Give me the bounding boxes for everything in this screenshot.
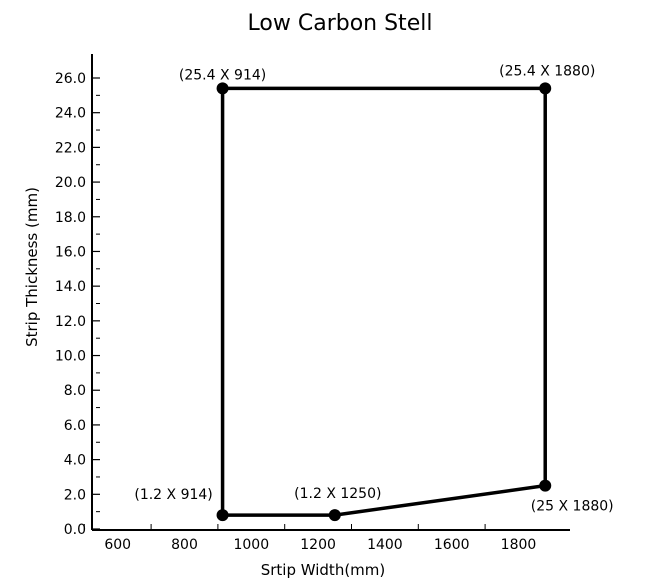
y-tick-label: 4.0 [64,453,86,469]
data-point [216,509,229,522]
data-point [539,82,552,95]
x-tick-label: 1400 [367,537,403,553]
y-tick-label: 20.0 [55,175,86,191]
y-tick-label: 26.0 [55,71,86,87]
y-tick-label: 2.0 [64,487,86,503]
x-tick-label: 1600 [434,537,470,553]
data-point-label: (25 X 1880) [531,499,614,515]
y-axis-label: Strip Thickness (mm) [23,187,41,347]
data-point [216,82,229,95]
x-axis-label: Srtip Width(mm) [261,561,386,578]
y-tick-label: 10.0 [55,349,86,365]
x-tick-label: 1800 [501,537,537,553]
y-tick-label: 12.0 [55,314,86,330]
x-tick-label: 800 [171,537,198,553]
data-point-label: (1.2 X 914) [134,487,212,503]
data-point-label: (1.2 X 1250) [294,486,381,502]
data-point [328,509,341,522]
series-group [216,82,552,522]
series-outline [220,86,547,517]
x-tick-label: 1200 [300,537,336,553]
chart-title: Low Carbon Stell [248,11,433,36]
x-tick-label: 600 [104,537,131,553]
tick-group: 0.0 2.0 4.0 6.0 8.0 10.0 12.0 14.0 16.0 18.0 20.0 2… [55,71,536,553]
y-tick-label: 18.0 [55,210,86,226]
y-tick-label: 14.0 [55,279,86,295]
y-tick-label: 16.0 [55,244,86,260]
y-tick-label: 22.0 [55,140,86,156]
x-tick-label: 1000 [233,537,269,553]
y-tick-label: 24.0 [55,106,86,122]
y-tick-label: 8.0 [64,383,86,399]
data-point-label: (25.4 X 1880) [499,63,595,79]
point-label-group: (25.4 X 914) (25.4 X 1880) (25 X 1880) (1.2… [134,63,613,514]
data-point [539,479,552,492]
y-tick-label: 6.0 [64,418,86,434]
data-point-label: (25.4 X 914) [179,67,266,83]
y-tick-label: 0.0 [64,522,86,538]
